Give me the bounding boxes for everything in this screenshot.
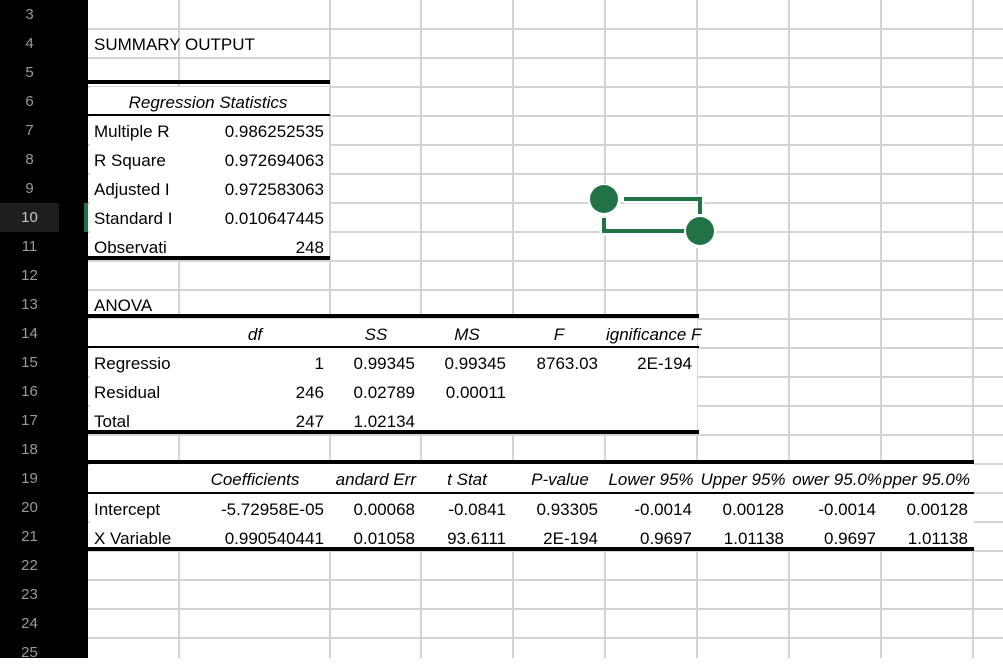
row-header-17[interactable]: 17 <box>21 412 38 429</box>
table-bottom-border <box>88 256 330 260</box>
anova-row-label-total[interactable]: Total <box>94 412 130 431</box>
regstat-label-observations[interactable]: Observati <box>94 238 167 257</box>
anova-row-label-regression[interactable]: Regressio <box>94 354 171 373</box>
coef-x-variable-upper-95[interactable]: 1.01138 <box>723 529 784 548</box>
anova-row-label-residual[interactable]: Residual <box>94 383 161 402</box>
regression-statistics-header[interactable]: Regression Statistics <box>128 93 288 112</box>
linked-cells-connector-icon[interactable] <box>588 184 720 248</box>
coef-intercept-std-err[interactable]: 0.00068 <box>353 500 415 519</box>
row-header-25[interactable]: 25 <box>21 644 38 661</box>
anova-total-ss[interactable]: 1.02134 <box>353 412 415 431</box>
row-header-24[interactable]: 24 <box>21 615 38 632</box>
coef-intercept-coefficient[interactable]: -5.72958E-05 <box>220 500 324 519</box>
anova-regression-df[interactable]: 1 <box>314 354 324 373</box>
anova-residual-ms[interactable]: 0.00011 <box>445 383 506 402</box>
anova-bottom-border <box>88 430 699 434</box>
coef-intercept-lower-95[interactable]: -0.0014 <box>634 500 692 519</box>
row-header-14[interactable]: 14 <box>21 325 38 342</box>
coef-row-label-x-variable[interactable]: X Variable <box>94 529 172 548</box>
row-header-18[interactable]: 18 <box>21 441 38 458</box>
regstat-label-r-square[interactable]: R Square <box>94 151 166 170</box>
regstat-label-standard-error[interactable]: Standard I <box>94 209 173 228</box>
row-header-6[interactable]: 6 <box>25 93 34 110</box>
row-header-10-selected[interactable]: 10 <box>0 203 88 232</box>
anova-header-significance-f[interactable]: ignificance F <box>606 325 702 344</box>
anova-regression-ms[interactable]: 0.99345 <box>444 354 506 373</box>
coef-x-variable-coefficient[interactable]: 0.990540441 <box>224 529 324 548</box>
coef-header-underline <box>88 492 974 494</box>
header-underline <box>88 114 330 116</box>
coef-header-lower-95[interactable]: Lower 95% <box>608 470 694 489</box>
row-header-12[interactable]: 12 <box>21 267 38 284</box>
coef-x-variable-lower-95-0[interactable]: 0.9697 <box>824 529 876 548</box>
coef-intercept-upper-95[interactable]: 0.00128 <box>722 500 784 519</box>
anova-header-f[interactable]: F <box>553 325 565 344</box>
anova-regression-significance[interactable]: 2E-194 <box>637 354 692 373</box>
coef-intercept-p-value[interactable]: 0.93305 <box>536 500 598 519</box>
row-header-16[interactable]: 16 <box>21 383 38 400</box>
regstat-value-r-square[interactable]: 0.972694063 <box>224 151 324 170</box>
row-header-20[interactable]: 20 <box>21 499 38 516</box>
table-top-border <box>88 80 330 84</box>
anova-title[interactable]: ANOVA <box>94 296 153 315</box>
coef-x-variable-t-stat[interactable]: 93.6111 <box>447 529 506 548</box>
row-header-8[interactable]: 8 <box>25 151 34 168</box>
regstat-value-multiple-r[interactable]: 0.986252535 <box>224 122 324 141</box>
anova-header-ss[interactable]: SS <box>364 325 388 344</box>
row-header-19[interactable]: 19 <box>21 470 38 487</box>
anova-residual-df[interactable]: 246 <box>295 383 324 402</box>
coef-x-variable-std-err[interactable]: 0.01058 <box>353 529 415 548</box>
regstat-label-adjusted-r[interactable]: Adjusted I <box>94 180 170 199</box>
coef-top-border <box>88 460 974 464</box>
regstat-value-standard-error[interactable]: 0.010647445 <box>224 209 324 228</box>
coef-header-p-value[interactable]: P-value <box>531 470 589 489</box>
row-header-11[interactable]: 11 <box>21 238 38 255</box>
row-header-column: 3 4 5 6 7 8 9 10 11 12 13 14 15 16 17 18… <box>0 0 88 661</box>
anova-total-df[interactable]: 247 <box>295 412 324 431</box>
coef-header-upper-95[interactable]: Upper 95% <box>700 470 786 489</box>
coef-intercept-lower-95-0[interactable]: -0.0014 <box>818 500 876 519</box>
coef-row-label-intercept[interactable]: Intercept <box>94 500 161 519</box>
row-header-22[interactable]: 22 <box>21 557 38 574</box>
anova-regression-f[interactable]: 8763.03 <box>536 354 598 373</box>
coef-header-lower-95-0[interactable]: ower 95.0% <box>792 470 882 489</box>
row-header-3[interactable]: 3 <box>25 6 34 23</box>
row-header-9[interactable]: 9 <box>25 180 34 197</box>
coef-header-upper-95-0[interactable]: pper 95.0% <box>883 470 970 489</box>
regstat-label-multiple-r[interactable]: Multiple R <box>94 122 170 141</box>
coef-x-variable-p-value[interactable]: 2E-194 <box>543 529 598 548</box>
anova-header-ms[interactable]: MS <box>454 325 480 344</box>
coef-intercept-t-stat[interactable]: -0.0841 <box>448 500 506 519</box>
coef-header-coefficients[interactable]: Coefficients <box>210 470 300 489</box>
row-header-15[interactable]: 15 <box>21 354 38 371</box>
regstat-value-adjusted-r[interactable]: 0.972583063 <box>224 180 324 199</box>
coef-intercept-upper-95-0[interactable]: 0.00128 <box>906 500 968 519</box>
row-header-13[interactable]: 13 <box>21 296 38 313</box>
coef-header-t-stat[interactable]: t Stat <box>447 470 487 489</box>
row-header-5[interactable]: 5 <box>25 64 34 81</box>
anova-header-df[interactable]: df <box>247 325 263 344</box>
anova-top-border <box>88 314 699 318</box>
coef-bottom-border <box>88 547 974 551</box>
row-header-7[interactable]: 7 <box>25 122 34 139</box>
regstat-value-observations[interactable]: 248 <box>295 238 324 257</box>
coef-x-variable-upper-95-0[interactable]: 1.01138 <box>907 529 968 548</box>
anova-regression-ss[interactable]: 0.99345 <box>353 354 415 373</box>
row-header-23[interactable]: 23 <box>21 586 38 603</box>
row-header-21[interactable]: 21 <box>21 528 38 545</box>
anova-residual-ss[interactable]: 0.02789 <box>353 383 415 402</box>
coef-header-standard-error[interactable]: andard Err <box>335 470 416 489</box>
summary-output-title[interactable]: SUMMARY OUTPUT <box>94 35 255 54</box>
coef-x-variable-lower-95[interactable]: 0.9697 <box>640 529 692 548</box>
anova-header-underline <box>88 346 699 348</box>
row-header-4[interactable]: 4 <box>25 35 34 52</box>
